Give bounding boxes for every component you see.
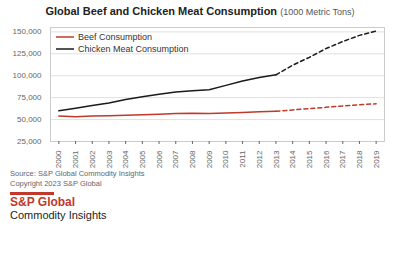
svg-text:25,000: 25,000 (17, 137, 42, 146)
svg-text:2008: 2008 (188, 150, 197, 168)
svg-text:150,000: 150,000 (13, 27, 42, 36)
svg-text:2014: 2014 (288, 150, 297, 168)
svg-text:2019: 2019 (372, 150, 381, 168)
html-text:Commodity Insights: Commodity Insights (10, 209, 107, 221)
svg-text:2016: 2016 (322, 150, 331, 168)
svg-text:2011: 2011 (238, 150, 247, 168)
svg-text:2013: 2013 (272, 150, 281, 168)
html-text:Beef Consumption: Beef Consumption (78, 32, 152, 42)
svg-text:2009: 2009 (205, 150, 214, 168)
svg-text:2003: 2003 (105, 150, 114, 168)
svg-text:2000: 2000 (54, 150, 63, 168)
svg-text:2012: 2012 (255, 150, 264, 168)
svg-text:75,000: 75,000 (17, 93, 42, 102)
svg-text:2001: 2001 (71, 150, 80, 168)
svg-text:100,000: 100,000 (13, 71, 42, 80)
html-text:Global Beef and Chicken Meat C: Global Beef and Chicken Meat Consumption… (45, 5, 355, 17)
svg-text:2002: 2002 (88, 150, 97, 168)
svg-text:125,000: 125,000 (13, 49, 42, 58)
svg-text:2004: 2004 (121, 150, 130, 168)
svg-text:2017: 2017 (338, 150, 347, 168)
svg-text:2006: 2006 (155, 150, 164, 168)
svg-text:2007: 2007 (171, 150, 180, 168)
svg-text:2010: 2010 (221, 150, 230, 168)
svg-text:2015: 2015 (305, 150, 314, 168)
html-text:Chicken Meat Consumption: Chicken Meat Consumption (78, 44, 189, 54)
html-text:S&P Global: S&P Global (10, 195, 76, 209)
svg-text:2018: 2018 (355, 150, 364, 168)
svg-text:2005: 2005 (138, 150, 147, 168)
svg-text:50,000: 50,000 (17, 115, 42, 124)
html-text:Source: S&P Global Commodity I: Source: S&P Global Commodity Insights Co… (10, 169, 145, 188)
